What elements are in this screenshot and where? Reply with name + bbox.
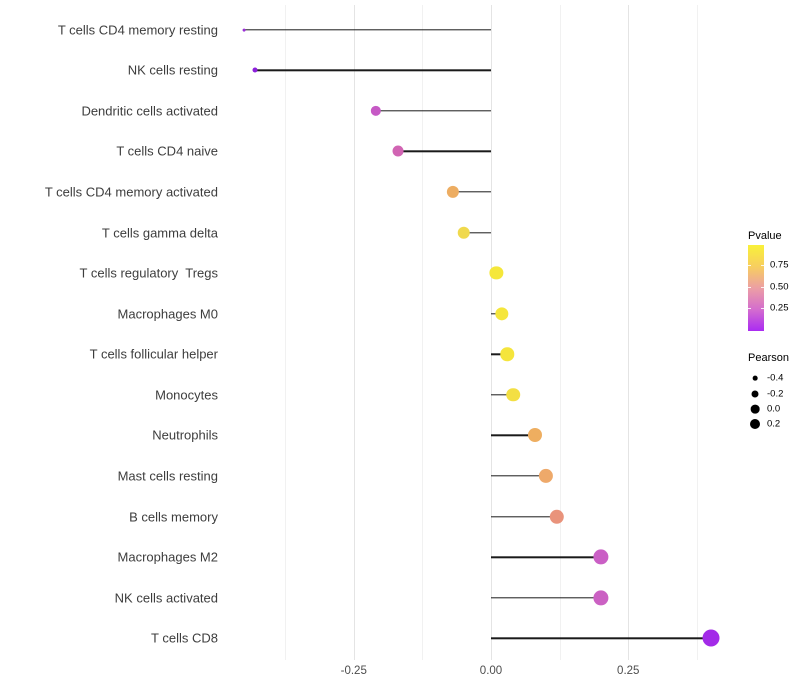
lollipop-stem (491, 434, 535, 437)
colorbar-tickmark (748, 286, 751, 288)
data-point (495, 307, 509, 321)
gridline-major (353, 5, 355, 660)
data-point (593, 549, 609, 565)
legend-size-dot (751, 390, 759, 398)
lollipop-stem (491, 556, 601, 558)
data-point (538, 468, 553, 484)
y-axis-label: T cells CD4 memory resting (57, 22, 218, 38)
data-point (242, 28, 246, 32)
gridline-major (491, 5, 492, 660)
y-axis-label: T cells gamma delta (101, 225, 218, 241)
legend-size-dot (752, 375, 758, 381)
lollipop-stem (397, 150, 491, 153)
lollipop-stem (243, 28, 491, 31)
lollipop-stem (491, 353, 508, 355)
y-axis-label: NK cells activated (114, 590, 218, 606)
legend-size-dot (750, 404, 760, 414)
data-point (549, 509, 565, 524)
x-axis-tick-label: 0.00 (479, 665, 503, 677)
legend-size-dot (750, 419, 760, 430)
y-axis-label: T cells follicular helper (89, 346, 218, 362)
lollipop-stem (254, 69, 491, 71)
data-point (489, 266, 504, 280)
legend-size-label: 0.2 (767, 418, 781, 430)
legend-size-label: 0.0 (767, 403, 781, 415)
lollipop-stem (463, 231, 491, 234)
data-point (392, 145, 404, 157)
y-axis-label: Neutrophils (152, 427, 218, 443)
lollipop-stem (491, 597, 601, 599)
colorbar-tickmark (748, 265, 751, 267)
data-point (500, 347, 515, 362)
data-point (527, 428, 542, 443)
gridline-minor (696, 5, 698, 660)
colorbar-tick-label: 0.50 (770, 281, 789, 293)
y-axis-label: T cells CD4 naive (116, 143, 218, 159)
x-axis-tick-label: -0.25 (340, 665, 367, 677)
gridline-minor (285, 5, 287, 660)
gridline-minor (559, 5, 561, 660)
x-axis-tick-label: 0.25 (617, 665, 640, 677)
lollipop-stem (375, 110, 491, 112)
y-axis-label: Monocytes (155, 387, 218, 403)
colorbar-tick-label: 0.75 (770, 259, 789, 271)
y-axis-label: T cells CD4 memory activated (44, 184, 218, 200)
y-axis-label: Macrophages M2 (117, 549, 218, 565)
data-point (593, 590, 609, 606)
y-axis-label: T cells regulatory Tregs (79, 265, 218, 281)
legend-size-label: -0.4 (767, 372, 784, 384)
colorbar-tickmark (761, 286, 764, 288)
y-axis-label: Mast cells resting (117, 468, 218, 484)
gridline-major (628, 5, 630, 660)
colorbar-tickmark (761, 308, 764, 310)
data-point (252, 67, 258, 73)
lollipop-stem (491, 637, 711, 639)
data-point (370, 105, 381, 117)
lollipop-stem (491, 475, 546, 477)
lollipop-stem (491, 515, 557, 518)
colorbar-tickmark (748, 308, 751, 310)
colorbar-tickmark (761, 265, 764, 267)
legend-size-label: -0.2 (767, 388, 784, 400)
data-point (702, 629, 720, 647)
pvalue-legend-title: Pvalue (748, 230, 782, 242)
y-axis-label: Macrophages M0 (117, 306, 218, 322)
pvalue-colorbar (748, 245, 764, 331)
data-point (506, 388, 520, 402)
pearson-legend-title: Pearson (748, 352, 789, 364)
colorbar-tick-label: 0.25 (770, 302, 789, 314)
y-axis-label: B cells memory (129, 509, 218, 525)
y-axis-label: NK cells resting (127, 62, 218, 78)
lollipop-stem (452, 191, 491, 193)
data-point (446, 185, 459, 199)
lollipop-stem (491, 394, 513, 396)
y-axis-label: Dendritic cells activated (81, 103, 218, 119)
gridline-minor (422, 5, 424, 660)
data-point (457, 226, 470, 239)
y-axis-label: T cells CD8 (151, 630, 218, 646)
